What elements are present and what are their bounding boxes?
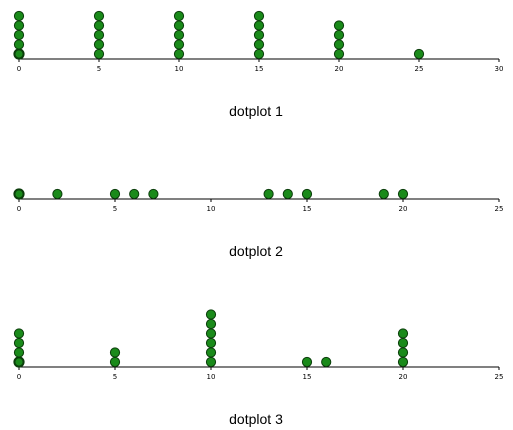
data-dot (253, 10, 265, 22)
data-dot (205, 347, 217, 358)
data-dot (205, 309, 217, 320)
data-dot (397, 347, 409, 358)
data-dot (205, 318, 217, 330)
data-dot (173, 20, 185, 31)
data-dot (52, 188, 63, 200)
data-dot (397, 337, 409, 349)
dotplot-3: 0 5 10 15 20 25 dotplot 3 (13, 309, 504, 427)
data-dot (13, 328, 25, 339)
data-dot (13, 29, 25, 41)
dotplot-2: 0 5 10 15 20 25 dotplot 2 (13, 188, 504, 259)
data-dot (205, 356, 217, 368)
data-dot (13, 48, 25, 60)
x-tick-label: 20 (335, 65, 344, 73)
data-dot (333, 48, 345, 60)
data-dot (397, 328, 409, 339)
plot-caption: dotplot 1 (229, 103, 283, 119)
data-dot (148, 188, 159, 200)
x-tick-label: 10 (207, 205, 216, 213)
data-dot (93, 10, 105, 22)
x-tick-label: 10 (175, 65, 184, 73)
data-dot (321, 356, 332, 368)
data-dot (93, 20, 105, 31)
data-dot (301, 188, 313, 200)
data-dot (333, 29, 345, 41)
data-dot (109, 347, 121, 358)
x-tick-label: 5 (113, 373, 117, 381)
x-tick-label: 0 (17, 205, 21, 213)
data-dot (253, 29, 265, 41)
data-dot (205, 337, 217, 349)
x-tick-label: 25 (415, 65, 424, 73)
data-dot (93, 29, 105, 41)
data-dot (129, 188, 140, 200)
x-tick-label: 15 (255, 65, 264, 73)
x-tick-label: 25 (495, 373, 504, 381)
x-tick-label: 15 (303, 205, 312, 213)
data-dot (93, 48, 105, 60)
data-dot (13, 10, 25, 22)
data-dot (263, 188, 274, 200)
data-dot (397, 188, 409, 200)
data-dot (333, 20, 345, 31)
data-dot (173, 10, 185, 22)
data-dot (109, 356, 121, 368)
data-dot (253, 20, 265, 31)
x-tick-label: 25 (495, 205, 504, 213)
data-dot (173, 39, 185, 50)
x-tick-label: 5 (97, 65, 101, 73)
x-tick-label: 20 (399, 205, 408, 213)
data-dot (13, 20, 25, 31)
data-dot (13, 337, 25, 349)
x-tick-label: 0 (17, 373, 21, 381)
data-dot (333, 39, 345, 50)
data-dot (397, 356, 409, 368)
data-dot (13, 356, 25, 368)
dotplot-1: 0 5 10 15 20 25 30 dotplot 1 (13, 10, 504, 119)
data-dot (413, 48, 425, 60)
data-dot (205, 328, 217, 339)
x-tick-label: 15 (303, 373, 312, 381)
plot-caption: dotplot 2 (229, 243, 283, 259)
data-dot (109, 188, 121, 200)
data-dot (282, 188, 293, 200)
x-tick-label: 10 (207, 373, 216, 381)
data-dot (13, 347, 25, 358)
x-tick-label: 30 (495, 65, 504, 73)
data-dot (13, 39, 25, 50)
x-tick-label: 20 (399, 373, 408, 381)
data-dot (13, 188, 25, 200)
data-dot (173, 29, 185, 41)
data-dot (93, 39, 105, 50)
x-tick-label: 5 (113, 205, 117, 213)
x-tick-label: 0 (17, 65, 21, 73)
data-dot (301, 356, 313, 368)
data-dot (378, 188, 389, 200)
data-dot (173, 48, 185, 60)
data-dot (253, 48, 265, 60)
plot-caption: dotplot 3 (229, 411, 283, 427)
data-dot (253, 39, 265, 50)
